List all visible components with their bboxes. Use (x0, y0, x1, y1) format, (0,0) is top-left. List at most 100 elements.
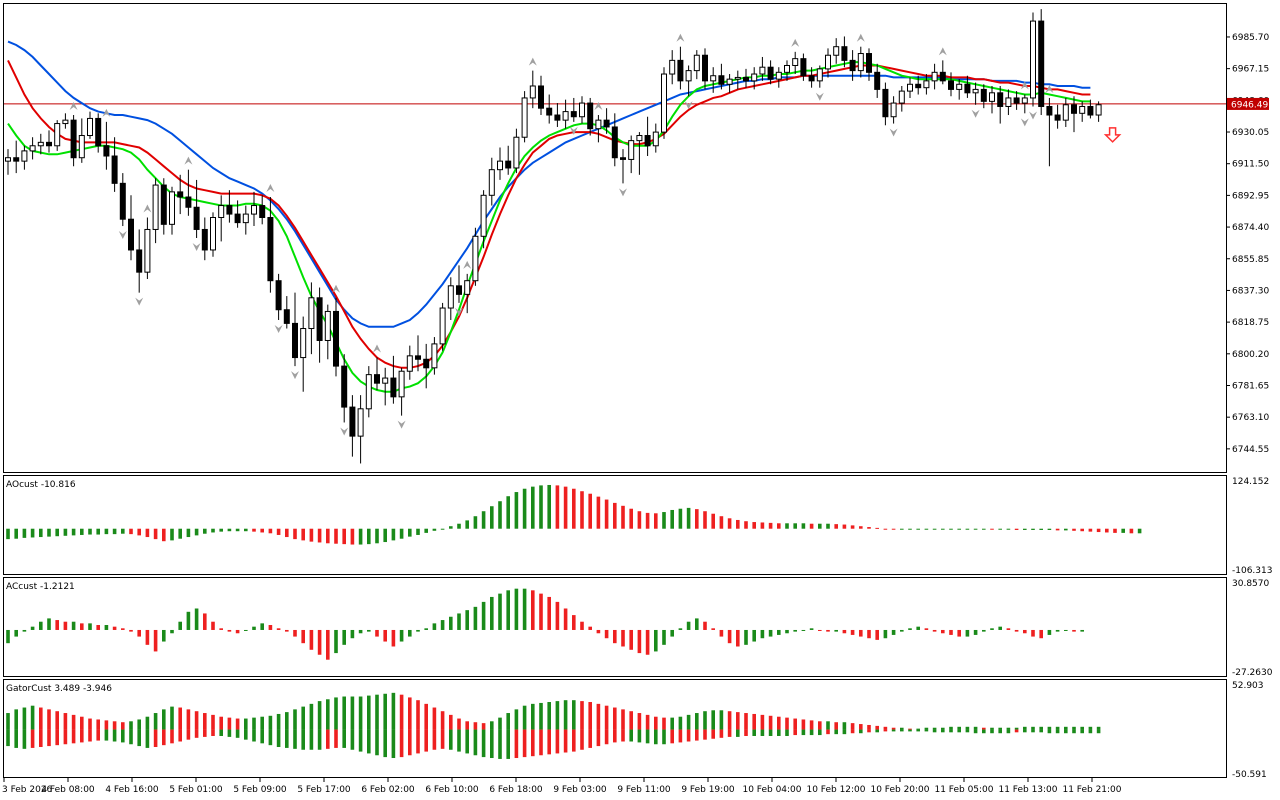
gator-upper-bar (752, 713, 756, 730)
candle-body-bear (915, 83, 922, 89)
gator-upper-bar (367, 695, 371, 730)
gator-upper-bar (399, 694, 404, 730)
candle (308, 282, 315, 355)
gator-lower-bar (309, 729, 314, 750)
gator-lower-bar (859, 729, 863, 734)
ac-bar (514, 588, 519, 630)
gator-upper-bar (826, 721, 830, 730)
candle (21, 145, 28, 170)
ac-panel[interactable] (3, 577, 1227, 677)
candle (136, 229, 143, 293)
ao-bar (432, 528, 437, 531)
gator-lower-bar (875, 729, 879, 733)
ao-bar (211, 528, 215, 533)
ac-bar (121, 628, 125, 630)
candle (890, 96, 897, 124)
candle (956, 79, 963, 100)
candle-body-bear (554, 114, 561, 121)
ao-bar (1113, 528, 1117, 533)
candle-body-bear (70, 119, 77, 159)
ac-bar (153, 629, 158, 652)
ac-bar (194, 608, 199, 630)
fractal-up-marker (1045, 84, 1054, 93)
ac-bar (1055, 629, 1060, 632)
gator-lower-bar (998, 729, 1002, 734)
candle-body-bear (718, 75, 725, 85)
ao-scale-max: 124.152 (1232, 477, 1269, 487)
ac-bar (801, 629, 806, 631)
gator-lower-bar (219, 729, 223, 736)
ac-bar (219, 628, 223, 630)
ac-bar (957, 629, 961, 637)
gator-upper-bar (129, 721, 133, 730)
ao-bar (965, 528, 970, 530)
candle-body-bear (882, 88, 889, 118)
time-tick-label: 4 Feb 08:00 (41, 785, 95, 795)
ac-bar (932, 629, 937, 632)
ac-bar (777, 629, 781, 635)
ao-bar (572, 488, 576, 529)
candle (1079, 101, 1086, 122)
gator-lower-bar (932, 729, 937, 733)
gator-lower-bar (391, 729, 396, 759)
ac-bar (1039, 629, 1043, 639)
ao-bar (744, 521, 748, 529)
gator-lower-bar (727, 729, 732, 737)
ao-bar (842, 524, 847, 529)
price-tick-label: 6818.75 (1232, 318, 1269, 328)
candle (644, 116, 651, 157)
candle-body-bear (46, 141, 52, 147)
gator-lower-bar (973, 729, 978, 734)
candle (456, 265, 462, 303)
candle (833, 38, 840, 64)
price-tick-label: 6874.40 (1232, 223, 1269, 233)
gator-upper-bar (252, 717, 256, 730)
ac-bar (375, 629, 379, 637)
time-tick-label: 10 Feb 20:00 (870, 785, 929, 795)
ao-bar (285, 528, 289, 538)
candle-body-bear (939, 71, 946, 82)
candle (193, 179, 200, 238)
gator-upper-bar (268, 715, 273, 730)
gator-lower-bar (326, 729, 330, 749)
candle (841, 36, 848, 68)
ao-bar (1014, 528, 1019, 530)
price-series-layer (4, 9, 1226, 464)
candle (743, 68, 749, 88)
ao-bar (449, 526, 453, 529)
candle (480, 190, 487, 249)
ao-bar (104, 528, 109, 535)
candle (382, 367, 389, 406)
candle-body-bull (734, 76, 741, 80)
gator-upper-bar (424, 703, 428, 730)
gator-lower-bar (490, 729, 494, 759)
gator-upper-bar (375, 694, 379, 730)
candle-body-bear (275, 280, 282, 311)
candle-body-bull (169, 191, 175, 225)
gator-lower-bar (211, 729, 215, 736)
ac-scale-min: -27.2630 (1232, 668, 1273, 678)
ao-bar (481, 511, 486, 529)
candle-body-bull (251, 205, 257, 215)
candle (5, 149, 11, 175)
candle-body-bull (816, 68, 823, 82)
candle-body-bull (833, 46, 840, 56)
ao-label: AOcust -10.816 (6, 480, 76, 490)
ac-bar (727, 629, 732, 644)
fractal-down-marker (889, 128, 898, 137)
candle-body-bull (54, 123, 61, 147)
ao-bar (1137, 528, 1142, 534)
gator-lower-bar (1023, 729, 1027, 733)
candle (857, 46, 864, 78)
gator-upper-bar (235, 718, 240, 730)
gator-lower-bar (30, 729, 35, 748)
gator-upper-bar (22, 707, 27, 730)
gator-lower-bar (1064, 729, 1068, 734)
candle (1046, 97, 1053, 167)
ao-bar (613, 502, 617, 529)
ac-bar (317, 629, 322, 655)
ao-bar (531, 486, 535, 529)
candle (169, 186, 175, 235)
candle (1005, 89, 1012, 116)
candle-body-bear (644, 135, 651, 147)
